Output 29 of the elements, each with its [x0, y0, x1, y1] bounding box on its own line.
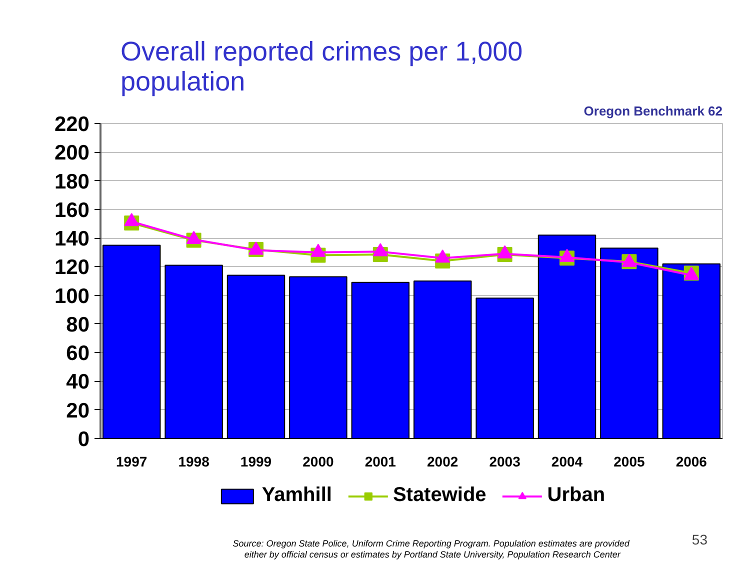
legend-label: Yamhill — [262, 484, 332, 507]
y-tick-label: 200 — [54, 142, 90, 165]
chart-subtitle: Oregon Benchmark 62 — [584, 104, 723, 118]
x-tick-label: 2006 — [676, 454, 708, 470]
y-tick-label: 20 — [66, 399, 90, 422]
y-tick-label: 180 — [54, 170, 90, 194]
x-tick-label: 2005 — [614, 454, 645, 470]
y-tick-label: 120 — [54, 256, 90, 280]
x-tick-label: 1999 — [240, 454, 272, 470]
legend-label: Urban — [547, 484, 606, 507]
chart-title: Overall reported crimes per 1,000 population — [120, 36, 523, 96]
x-tick-label: 2001 — [364, 454, 396, 470]
y-tick-label: 220 — [54, 113, 90, 136]
legend-label: Statewide — [392, 484, 486, 507]
x-tick-label: 1998 — [178, 454, 210, 470]
x-tick-label: 2003 — [489, 454, 521, 470]
y-tick-label: 100 — [54, 284, 90, 308]
y-tick-label: 80 — [66, 313, 90, 336]
y-tick-label: 40 — [66, 370, 90, 394]
y-tick-label: 160 — [54, 198, 90, 222]
x-tick-label: 1997 — [116, 454, 148, 470]
x-tick-label: 2004 — [551, 454, 583, 470]
y-tick-label: 140 — [54, 228, 90, 251]
source-note: Source: Oregon State Police, Uniform Crime Reporting Program. Population estimates are provided either by official census or estimates by Portland State University, Population Research Center — [232, 538, 630, 560]
y-tick-label: 0 — [78, 428, 90, 451]
y-tick-label: 60 — [66, 342, 90, 366]
text: 53 — [692, 532, 708, 548]
x-tick-label: 2000 — [302, 454, 334, 470]
x-tick-label: 2002 — [427, 454, 458, 470]
